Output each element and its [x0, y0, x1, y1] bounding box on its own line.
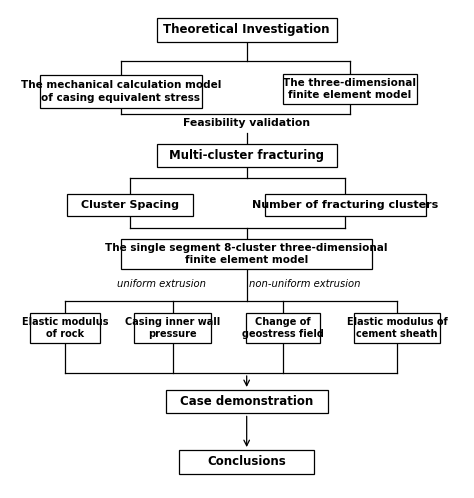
Text: Elastic modulus
of rock: Elastic modulus of rock [21, 317, 108, 339]
Text: Conclusions: Conclusions [207, 455, 286, 468]
Text: Case demonstration: Case demonstration [180, 395, 313, 408]
Text: uniform extrusion: uniform extrusion [117, 279, 206, 289]
Text: Cluster Spacing: Cluster Spacing [81, 200, 179, 210]
FancyBboxPatch shape [166, 390, 328, 413]
Text: Casing inner wall
pressure: Casing inner wall pressure [125, 317, 220, 339]
FancyBboxPatch shape [283, 74, 417, 104]
Text: Number of fracturing clusters: Number of fracturing clusters [252, 200, 438, 210]
Text: The single segment 8-cluster three-dimensional
finite element model: The single segment 8-cluster three-dimen… [105, 243, 388, 265]
FancyBboxPatch shape [246, 313, 319, 343]
FancyBboxPatch shape [40, 75, 202, 108]
FancyBboxPatch shape [157, 143, 337, 167]
Text: Elastic modulus of
cement sheath: Elastic modulus of cement sheath [347, 317, 447, 339]
FancyBboxPatch shape [135, 313, 211, 343]
FancyBboxPatch shape [157, 17, 337, 42]
Text: Multi-cluster fracturing: Multi-cluster fracturing [169, 149, 324, 162]
Text: The three-dimensional
finite element model: The three-dimensional finite element mod… [283, 78, 417, 100]
Text: The mechanical calculation model
of casing equivalent stress: The mechanical calculation model of casi… [21, 80, 221, 103]
FancyBboxPatch shape [30, 313, 100, 343]
FancyBboxPatch shape [264, 194, 426, 216]
FancyBboxPatch shape [179, 450, 314, 474]
FancyBboxPatch shape [355, 313, 440, 343]
Text: Change of
geostress field: Change of geostress field [242, 317, 324, 339]
Text: Theoretical Investigation: Theoretical Investigation [164, 23, 330, 36]
FancyBboxPatch shape [121, 239, 373, 269]
Text: Feasibility validation: Feasibility validation [183, 119, 310, 128]
FancyBboxPatch shape [67, 194, 193, 216]
Text: non-uniform extrusion: non-uniform extrusion [249, 279, 361, 289]
